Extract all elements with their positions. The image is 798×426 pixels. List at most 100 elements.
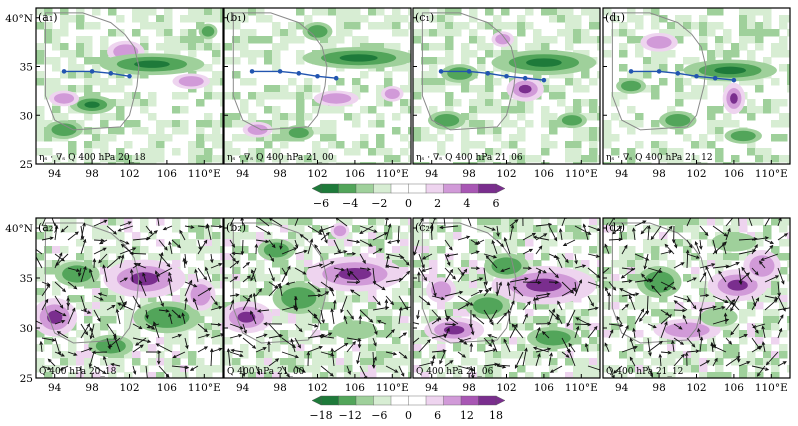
- lon-tick-label: 102: [496, 382, 516, 394]
- wind-vector: [686, 337, 696, 348]
- field-cell: [493, 365, 502, 373]
- field-cell: [204, 232, 213, 240]
- wind-arrowhead: [745, 272, 750, 277]
- field-cell: [288, 358, 297, 366]
- field-cell: [549, 323, 558, 331]
- field-cell: [336, 36, 345, 44]
- wind-arrowhead: [524, 347, 528, 352]
- wind-vector: [674, 300, 688, 311]
- field-cell: [755, 232, 764, 240]
- field-cell: [320, 155, 329, 163]
- field-cell: [36, 113, 45, 121]
- field-cell: [469, 15, 478, 23]
- field-cell: [413, 127, 422, 135]
- field-cell: [100, 260, 109, 268]
- field-cell: [747, 99, 756, 107]
- field-cell: [240, 288, 249, 296]
- field-cell: [232, 365, 241, 373]
- field-cell: [643, 372, 652, 378]
- wind-vector: [509, 225, 514, 241]
- field-cell: [525, 253, 534, 261]
- field-cell: [232, 232, 241, 240]
- wind-vector: [673, 323, 683, 330]
- field-cell: [100, 323, 109, 331]
- field-cell: [92, 288, 101, 296]
- wind-arrowhead: [325, 291, 330, 295]
- wind-arrowhead: [595, 254, 600, 258]
- field-cell: [707, 302, 716, 310]
- wind-vector: [307, 239, 313, 255]
- wind-arrowhead: [148, 230, 153, 235]
- wind-vector: [197, 346, 208, 353]
- wind-vector: [41, 284, 51, 297]
- field-cell: [84, 246, 93, 254]
- wind-vector: [307, 225, 322, 235]
- field-cell: [116, 246, 125, 254]
- wind-vector: [119, 221, 132, 227]
- field-cell: [437, 8, 446, 16]
- field-cell: [172, 50, 181, 58]
- wind-vector: [130, 269, 134, 283]
- wind-vector: [158, 309, 169, 312]
- field-cell: [771, 155, 780, 163]
- field-cell: [224, 155, 233, 163]
- field-cell: [180, 92, 189, 100]
- field-cell: [248, 281, 257, 289]
- field-cell: [264, 15, 273, 23]
- field-cell: [469, 85, 478, 93]
- wind-arrowhead: [258, 288, 263, 293]
- field-cell: [619, 316, 628, 324]
- field-cell: [336, 22, 345, 30]
- field-cell: [691, 232, 700, 240]
- field-cell: [429, 78, 438, 86]
- wind-vector: [608, 323, 623, 327]
- wind-arrowhead: [352, 251, 357, 256]
- wind-arrowhead: [250, 269, 255, 274]
- wind-arrowhead: [47, 358, 52, 363]
- wind-vector: [80, 323, 88, 335]
- field-cell: [683, 309, 692, 317]
- wind-arrowhead: [39, 340, 43, 345]
- field-cell: [739, 365, 748, 373]
- wind-arrowhead: [491, 338, 495, 343]
- wind-arrowhead: [246, 275, 251, 280]
- field-cell: [635, 267, 644, 275]
- field-cell: [220, 162, 223, 164]
- field-cell: [172, 148, 181, 156]
- field-cell: [413, 351, 422, 359]
- field-cell: [204, 246, 213, 254]
- wind-arrowhead: [570, 289, 575, 294]
- wind-vector: [142, 272, 147, 283]
- wind-vector: [117, 302, 134, 311]
- wind-vector: [119, 277, 128, 283]
- wind-vector: [629, 295, 636, 311]
- wind-arrowhead: [624, 244, 628, 249]
- wind-vector: [686, 239, 693, 248]
- wind-arrowhead: [514, 219, 519, 223]
- field-cell: [320, 351, 329, 359]
- field-cell: [296, 162, 305, 164]
- field-cell: [707, 253, 716, 261]
- wind-arrowhead: [359, 230, 364, 235]
- field-cell: [196, 372, 205, 378]
- field-cell: [224, 120, 233, 128]
- wind-arrowhead: [291, 344, 297, 348]
- wind-arrowhead: [421, 268, 426, 272]
- wind-vector: [777, 307, 790, 311]
- wind-arrowhead: [384, 264, 390, 269]
- panel-field: [603, 8, 790, 164]
- field-cell: [429, 29, 438, 37]
- wind-vector: [725, 356, 740, 367]
- colorbar-tick-label: 12: [460, 409, 474, 422]
- wind-arrowhead: [203, 276, 208, 281]
- field-cell: [565, 358, 574, 366]
- wind-vector: [89, 327, 95, 339]
- field-cell: [296, 57, 305, 65]
- field-cell: [477, 106, 486, 114]
- wind-vector: [255, 225, 271, 235]
- wind-arrowhead: [218, 305, 223, 310]
- field-cell: [100, 43, 109, 51]
- field-cell: [116, 239, 125, 247]
- field-cell: [453, 267, 462, 275]
